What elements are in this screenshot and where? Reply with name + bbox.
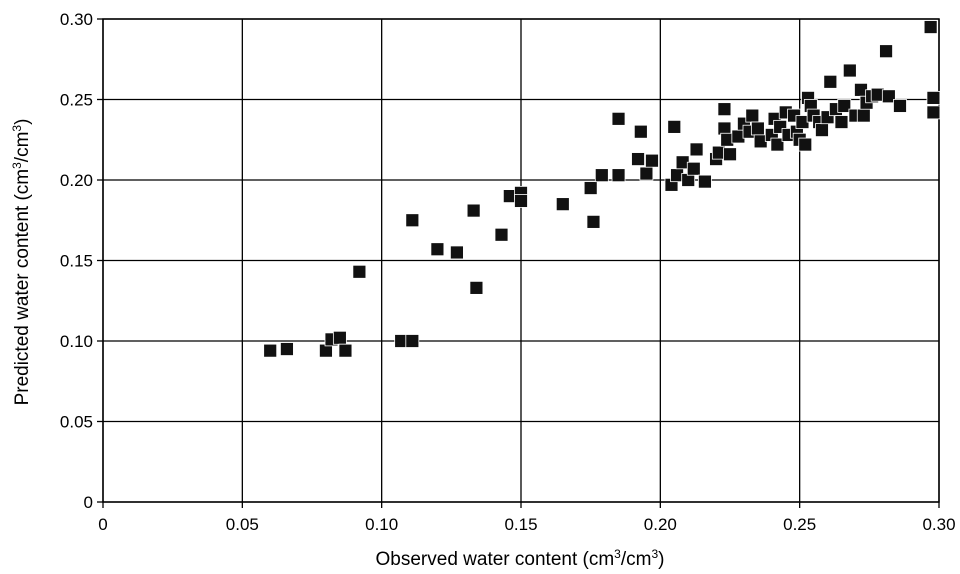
data-point — [893, 99, 907, 113]
data-point — [750, 121, 765, 136]
data-point — [923, 20, 938, 34]
x-tick-label: 0.15 — [504, 515, 537, 534]
data-point — [633, 124, 648, 139]
y-tick-label: 0.05 — [60, 413, 93, 432]
data-point — [879, 44, 893, 59]
x-axis-title-sup1: 3 — [614, 547, 621, 561]
data-point — [332, 330, 347, 345]
data-point — [698, 174, 712, 189]
x-tick-label: 0.25 — [783, 515, 816, 534]
x-axis-title-post: ) — [658, 549, 664, 570]
y-tick-label: 0.10 — [60, 332, 93, 351]
data-point — [881, 89, 896, 104]
y-axis-title-pre: Predicted water content (cm — [12, 169, 33, 406]
y-tick-label: 0 — [84, 493, 93, 512]
data-points — [263, 20, 941, 358]
x-axis-title-pre: Observed water content (cm — [376, 549, 615, 570]
data-point — [645, 153, 659, 168]
data-point — [594, 168, 609, 183]
data-point — [837, 99, 852, 113]
x-tick-label: 0.10 — [365, 515, 398, 534]
data-point — [639, 166, 654, 181]
y-tick-label: 0.30 — [60, 10, 93, 29]
data-point — [798, 137, 813, 152]
data-point — [469, 280, 484, 295]
y-axis-title-sup1: 3 — [10, 162, 24, 169]
data-point — [263, 343, 278, 358]
data-point — [555, 197, 570, 212]
data-point — [611, 168, 626, 183]
data-point — [834, 115, 849, 129]
y-axis-ticks: 0 0.05 0.10 0.15 0.20 0.25 0.30 — [60, 10, 103, 512]
x-tick-label: 0.05 — [226, 515, 259, 534]
x-axis-ticks: 0 0.05 0.10 0.15 0.20 0.25 0.30 — [98, 502, 956, 534]
data-point — [583, 181, 598, 195]
data-point — [856, 108, 871, 123]
data-point — [405, 334, 420, 348]
data-point — [770, 137, 785, 152]
y-axis-title-sup2: 3 — [10, 125, 24, 132]
data-point — [842, 63, 857, 78]
data-point — [815, 123, 829, 137]
x-axis-title: Observed water content (cm3/cm3) — [376, 547, 665, 570]
y-tick-label: 0.25 — [60, 91, 93, 110]
y-tick-label: 0.15 — [60, 252, 93, 271]
data-point — [717, 102, 732, 117]
data-point — [926, 90, 941, 105]
data-point — [686, 161, 701, 176]
data-point — [352, 264, 367, 279]
y-axis-title-mid: /cm — [12, 132, 33, 163]
x-tick-label: 0.30 — [922, 515, 955, 534]
data-point — [405, 213, 420, 228]
data-point — [667, 119, 682, 134]
data-point — [430, 242, 445, 257]
data-point — [823, 74, 838, 89]
data-point — [611, 111, 626, 126]
y-axis-title-post: ) — [12, 119, 33, 125]
data-point — [723, 147, 737, 162]
data-point — [466, 203, 481, 218]
data-point — [514, 194, 528, 208]
x-axis-title-sup2: 3 — [651, 547, 658, 561]
data-point — [450, 245, 464, 260]
y-tick-label: 0.20 — [60, 171, 93, 190]
data-point — [631, 152, 645, 166]
y-axis-title: Predicted water content (cm3/cm3) — [10, 119, 33, 406]
data-point — [745, 108, 760, 123]
data-point — [689, 142, 704, 157]
data-point — [586, 214, 601, 229]
data-point — [280, 342, 294, 356]
data-point — [494, 227, 509, 242]
x-tick-label: 0 — [98, 515, 107, 534]
x-tick-label: 0.20 — [644, 515, 677, 534]
data-point — [338, 343, 353, 358]
data-point — [926, 105, 941, 120]
x-axis-title-mid: /cm — [621, 549, 652, 570]
